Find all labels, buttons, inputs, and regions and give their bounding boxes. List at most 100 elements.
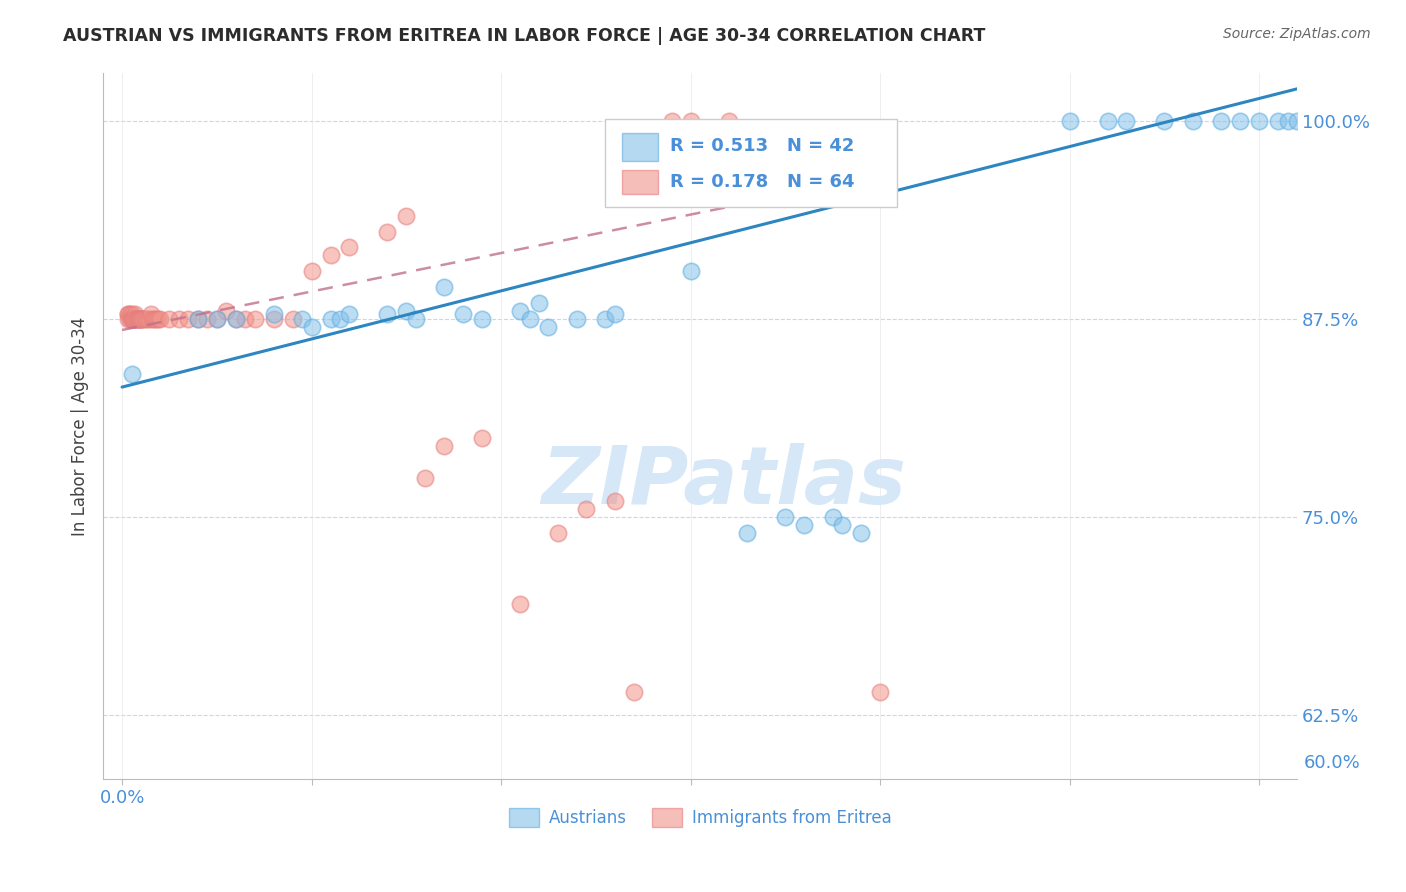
- Point: [117, 307, 139, 321]
- Point: [139, 307, 162, 321]
- Point: [122, 311, 145, 326]
- Point: [124, 311, 146, 326]
- Point: [138, 311, 160, 326]
- Point: [519, 311, 541, 326]
- Point: [813, 185, 835, 199]
- Point: [215, 304, 238, 318]
- Text: Source: ZipAtlas.com: Source: ZipAtlas.com: [1223, 27, 1371, 41]
- Point: [177, 311, 200, 326]
- FancyBboxPatch shape: [623, 169, 658, 194]
- Legend: Austrians, Immigrants from Eritrea: Austrians, Immigrants from Eritrea: [502, 802, 898, 834]
- Point: [319, 311, 342, 326]
- Point: [121, 307, 143, 321]
- Point: [167, 311, 190, 326]
- Point: [117, 311, 139, 326]
- Point: [121, 311, 143, 326]
- Point: [775, 177, 797, 191]
- Point: [128, 311, 150, 326]
- FancyBboxPatch shape: [605, 119, 897, 207]
- Point: [339, 307, 361, 321]
- Point: [159, 311, 181, 326]
- FancyBboxPatch shape: [623, 133, 658, 161]
- Point: [149, 311, 172, 326]
- Point: [146, 311, 169, 326]
- Point: [471, 311, 494, 326]
- Point: [737, 526, 759, 541]
- Point: [233, 311, 256, 326]
- Point: [575, 502, 598, 516]
- Point: [281, 311, 304, 326]
- Point: [537, 319, 560, 334]
- Point: [1097, 113, 1119, 128]
- Text: R = 0.178   N = 64: R = 0.178 N = 64: [671, 173, 855, 192]
- Point: [291, 311, 314, 326]
- Point: [509, 598, 531, 612]
- Text: R = 0.513   N = 42: R = 0.513 N = 42: [671, 136, 855, 154]
- Point: [187, 311, 209, 326]
- Point: [319, 248, 342, 262]
- Point: [849, 526, 872, 541]
- Point: [141, 311, 163, 326]
- Point: [132, 311, 155, 326]
- Point: [831, 169, 853, 183]
- Point: [128, 311, 150, 326]
- Y-axis label: In Labor Force | Age 30-34: In Labor Force | Age 30-34: [72, 317, 89, 535]
- Point: [205, 311, 228, 326]
- Point: [565, 311, 588, 326]
- Point: [117, 307, 139, 321]
- Point: [1115, 113, 1137, 128]
- Point: [623, 684, 645, 698]
- Point: [395, 304, 418, 318]
- Point: [1229, 113, 1251, 128]
- Point: [122, 311, 145, 326]
- Point: [451, 307, 474, 321]
- Point: [118, 311, 141, 326]
- Point: [1211, 113, 1233, 128]
- Point: [121, 368, 143, 382]
- Point: [377, 307, 399, 321]
- Point: [134, 311, 156, 326]
- Point: [1277, 113, 1299, 128]
- Point: [1286, 113, 1309, 128]
- Point: [1249, 113, 1271, 128]
- Point: [869, 684, 891, 698]
- Point: [395, 209, 418, 223]
- Point: [679, 264, 702, 278]
- Point: [329, 311, 352, 326]
- Point: [413, 470, 436, 484]
- Point: [301, 319, 323, 334]
- Point: [339, 240, 361, 254]
- Point: [1059, 113, 1081, 128]
- Point: [263, 311, 285, 326]
- Point: [471, 431, 494, 445]
- Point: [405, 311, 427, 326]
- Point: [127, 311, 149, 326]
- Point: [595, 311, 617, 326]
- Point: [775, 510, 797, 524]
- Point: [1153, 113, 1175, 128]
- Point: [129, 311, 152, 326]
- Point: [129, 311, 152, 326]
- Point: [128, 311, 150, 326]
- Point: [1181, 113, 1204, 128]
- Point: [433, 280, 456, 294]
- Point: [187, 311, 209, 326]
- Point: [121, 311, 143, 326]
- Point: [225, 311, 247, 326]
- Text: 60.0%: 60.0%: [1303, 754, 1361, 772]
- Point: [1267, 113, 1289, 128]
- Point: [509, 304, 531, 318]
- Point: [301, 264, 323, 278]
- Point: [243, 311, 266, 326]
- Point: [679, 113, 702, 128]
- Point: [129, 311, 152, 326]
- Point: [127, 311, 149, 326]
- Point: [135, 311, 157, 326]
- Point: [821, 510, 844, 524]
- Point: [118, 307, 141, 321]
- Point: [737, 161, 759, 176]
- Point: [831, 518, 853, 533]
- Point: [377, 225, 399, 239]
- Point: [433, 439, 456, 453]
- Point: [124, 311, 146, 326]
